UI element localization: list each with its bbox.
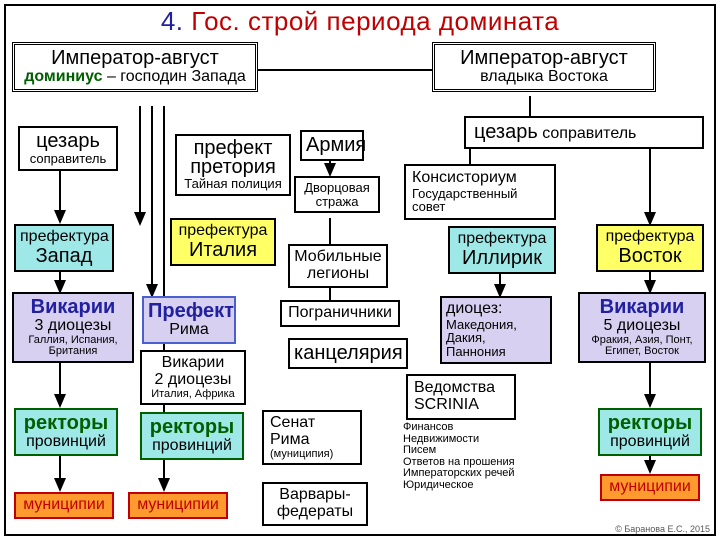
pogr-t1: Пограничники (286, 305, 394, 322)
ved-t2: SCRINIA (414, 397, 508, 414)
box-prefecture-illyricum: префектура Иллирик (448, 226, 556, 274)
prefE-t1: префектура (602, 229, 698, 246)
copyright: © Баранова Е.С., 2015 (615, 524, 710, 534)
ved-t1: Ведомства (414, 380, 508, 397)
army-t1: Армия (306, 135, 358, 156)
konsist-t3: совет (412, 200, 548, 214)
vikI-t2: 2 диоцезы (146, 372, 240, 389)
dioc-t1: диоцез: (446, 301, 546, 318)
box-diocese: диоцез: Македония, Дакия, Паннония (440, 296, 552, 364)
vikI-t3: Италия, Африка (146, 389, 240, 401)
prefE-t2: Восток (602, 246, 698, 267)
prefI-t2: Италия (176, 240, 270, 261)
rectE-t1: ректоры (604, 413, 696, 434)
box-municipia-west: муниципии (14, 492, 114, 519)
vedl1: Финансов (403, 422, 567, 434)
box-army: Армия (300, 130, 364, 161)
rectW-t1: ректоры (20, 413, 112, 434)
munI-t1b: муниципии (134, 497, 222, 514)
box-vicars-italy: Викарии 2 диоцезы Италия, Африка (140, 350, 246, 405)
varv-t2: федераты (268, 504, 362, 521)
munE-t1: муниципии (606, 479, 694, 496)
vikI-t1: Викарии (146, 355, 240, 372)
box-mobile-legions: Мобильные легионы (288, 244, 388, 288)
rectW-t2: провинций (20, 434, 112, 451)
box-emperor-east: Император-август владыка Востока (432, 42, 656, 92)
box-senate: Сенат Рима (муниципия) (262, 410, 362, 465)
prefI-t1: префектура (176, 223, 270, 240)
box-vicars-east: Викарии 5 диоцезы Фракия, Азия, Понт, Ег… (578, 292, 706, 363)
box-guard: Дворцовая стража (294, 176, 380, 213)
guard-t2: стража (300, 195, 374, 209)
kanc-t1: канцелярия (294, 343, 402, 364)
vikW-t4: Британия (18, 346, 128, 358)
prefIll-t2: Иллирик (454, 248, 550, 269)
dioc-t2: Македония, (446, 318, 546, 332)
vikE-t2: 5 диоцезы (584, 318, 700, 335)
box-emperor-west: Император-август доминиус – господин Зап… (12, 42, 258, 92)
guard-t1: Дворцовая (300, 181, 374, 195)
emperor-east-sub: владыка Востока (439, 69, 649, 86)
prefW-t1: префектура (20, 229, 108, 246)
slide-title: 4. Гос. строй периода домината (0, 6, 720, 37)
vikE-t4: Египет, Восток (584, 346, 700, 358)
box-departments-list: Финансов Недвижимости Писем Ответов на п… (400, 420, 570, 493)
box-prefecture-italy: префектура Италия (170, 218, 276, 266)
vikE-t1: Викарии (584, 297, 700, 318)
box-prefecture-east: префектура Восток (596, 224, 704, 272)
box-rectors-west: ректоры провинций (14, 408, 118, 456)
box-border-guards: Пограничники (280, 300, 400, 327)
title-number: 4. (161, 6, 184, 36)
vedl5: Императорских речей (403, 468, 567, 480)
caesar-west-t2: соправитель (24, 152, 112, 166)
prefRome-t2: Рима (148, 322, 230, 339)
box-caesar-east: цезарь соправитель (464, 116, 704, 149)
vedl6: Юридическое (403, 480, 567, 492)
konsist-t1: Консисториум (412, 170, 548, 187)
senate-t3: (муниципия) (270, 449, 354, 461)
box-caesar-west: цезарь соправитель (18, 126, 118, 171)
box-chancellery: канцелярия (288, 338, 408, 369)
caesar-east-t2: соправитель (538, 125, 637, 142)
box-prefect-pretoria: префект претория Тайная полиция (175, 134, 291, 196)
box-vicars-west: Викарии 3 диоцезы Галлия, Испания, Брита… (12, 292, 134, 363)
rectI-t1: ректоры (146, 417, 238, 438)
box-barbarians: Варвары- федераты (262, 482, 368, 526)
senate-t1: Сенат (270, 415, 354, 432)
dioc-t3: Дакия, (446, 331, 546, 345)
prefpret-t3: Тайная полиция (181, 177, 285, 191)
caesar-west-t1: цезарь (24, 131, 112, 152)
box-prefecture-west: префектура Запад (14, 224, 114, 272)
box-konsistorium: Консисториум Государственный совет (404, 164, 556, 220)
prefpret-t2: претория (181, 158, 285, 177)
emperor-west-dominius: доминиус (24, 68, 102, 85)
mobLeg-t1: Мобильные (294, 249, 382, 266)
title-text: Гос. строй периода домината (191, 6, 559, 36)
vikW-t2: 3 диоцезы (18, 318, 128, 335)
vedl3: Писем (403, 445, 567, 457)
prefW-t2: Запад (20, 246, 108, 267)
konsist-t2: Государственный (412, 187, 548, 201)
box-rectors-east: ректоры провинций (598, 408, 702, 456)
dioc-t4: Паннония (446, 345, 546, 359)
rectI-t2: провинций (146, 438, 238, 455)
box-rectors-italy: ректоры провинций (140, 412, 244, 460)
munW-t1: муниципии (20, 497, 108, 514)
varv-t1: Варвары- (268, 487, 362, 504)
emperor-west-title: Император-август (19, 48, 251, 69)
rectE-t2: провинций (604, 434, 696, 451)
prefRome-t1: Префект (148, 301, 230, 322)
box-municipia-east: муниципии (600, 474, 700, 501)
emperor-east-title: Император-август (439, 48, 649, 69)
box-prefect-rome: Префект Рима (142, 296, 236, 344)
box-municipia-italy-fix: муниципии (128, 492, 228, 519)
emperor-west-sub: – господин Запада (103, 68, 246, 85)
vikW-t1: Викарии (18, 297, 128, 318)
box-departments: Ведомства SCRINIA (406, 374, 516, 420)
senate-t2: Рима (270, 432, 354, 449)
mobLeg-t2: легионы (294, 266, 382, 283)
caesar-east-t1: цезарь (474, 121, 538, 143)
prefIll-t1: префектура (454, 231, 550, 248)
